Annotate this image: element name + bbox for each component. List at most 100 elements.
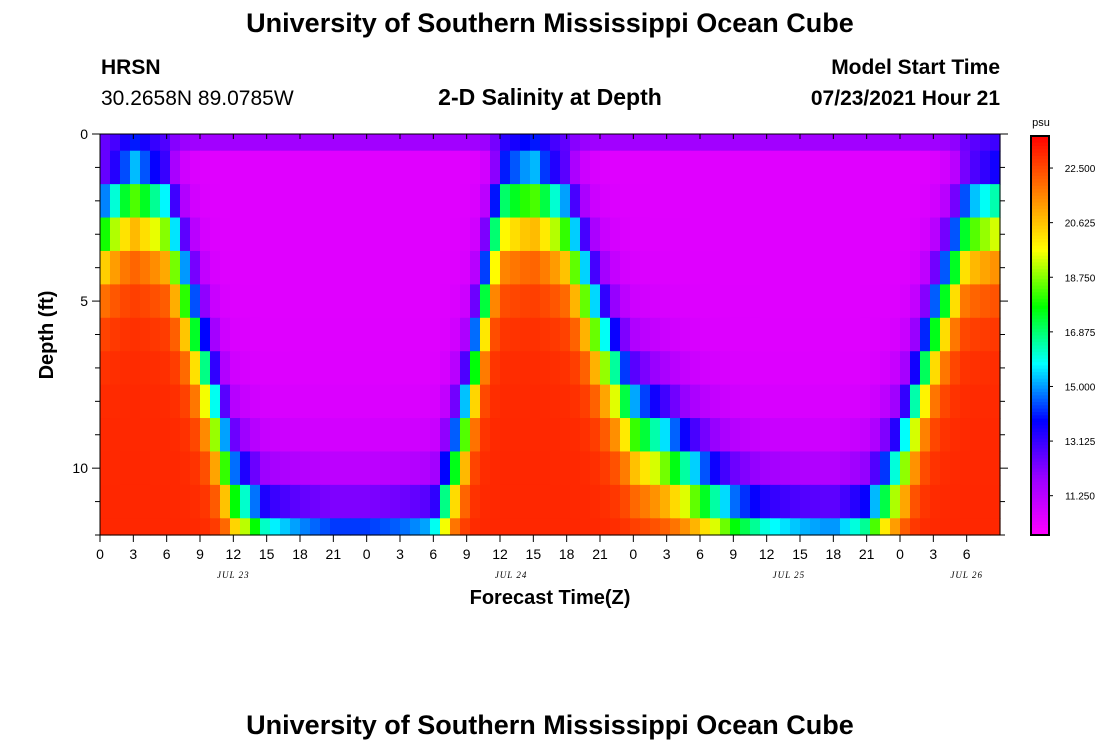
station-code: HRSN	[101, 56, 161, 79]
heatmap-cell	[530, 317, 541, 352]
heatmap-cell	[770, 250, 781, 285]
heatmap-cell	[610, 217, 621, 252]
heatmap-cell	[770, 351, 781, 386]
colorbar-segment	[1031, 485, 1049, 490]
heatmap-cell	[920, 384, 931, 419]
heatmap-cell	[250, 384, 261, 419]
heatmap-cell	[780, 484, 791, 519]
heatmap-cell	[940, 250, 951, 285]
heatmap-cell	[770, 484, 781, 519]
heatmap-cell	[640, 284, 651, 319]
heatmap-cell	[480, 384, 491, 419]
heatmap-cell	[660, 484, 671, 519]
heatmap-cell	[860, 384, 871, 419]
heatmap-cell	[520, 351, 531, 386]
heatmap-cell	[110, 134, 121, 152]
heatmap-cell	[530, 484, 541, 519]
heatmap-cell	[110, 351, 121, 386]
colorbar-segment	[1031, 202, 1049, 207]
heatmap-cell	[670, 250, 681, 285]
heatmap-cell	[210, 484, 221, 519]
heatmap-cell	[490, 451, 501, 486]
heatmap-cell	[770, 418, 781, 453]
heatmap-cell	[860, 518, 871, 536]
heatmap-cell	[180, 317, 191, 352]
heatmap-cell	[890, 451, 901, 486]
heatmap-cell	[760, 134, 771, 152]
heatmap-cell	[310, 484, 321, 519]
heatmap-cell	[690, 217, 701, 252]
heatmap-cell	[140, 451, 151, 486]
heatmap-cell	[730, 484, 741, 519]
heatmap-cell	[950, 250, 961, 285]
heatmap-cell	[100, 484, 111, 519]
heatmap-cell	[700, 484, 711, 519]
heatmap-cell	[980, 184, 991, 219]
heatmap-cell	[730, 384, 741, 419]
heatmap-cell	[650, 217, 661, 252]
heatmap-cell	[740, 250, 751, 285]
axes: 0 3 6 9 12 15 18 21 0 3 6 9 12 15 18 21 0 3 6 9 12 15 18 21 0 3 6 J…	[72, 126, 1008, 580]
heatmap-cell	[500, 134, 511, 152]
heatmap-cell	[320, 384, 331, 419]
heatmap-cell	[920, 351, 931, 386]
heatmap-cell	[480, 351, 491, 386]
heatmap-cell	[570, 217, 581, 252]
heatmap-cell	[360, 150, 371, 185]
x-tick-label: 0	[896, 546, 904, 562]
colorbar-segment	[1031, 325, 1049, 330]
heatmap-cell	[690, 484, 701, 519]
colorbar-tick-label: 22.500	[1065, 164, 1096, 175]
heatmap-cell	[600, 134, 611, 152]
colorbar-segment	[1031, 448, 1049, 453]
heatmap-cell	[120, 250, 131, 285]
heatmap-cell	[940, 451, 951, 486]
colorbar-segment	[1031, 435, 1049, 440]
heatmap-cell	[750, 217, 761, 252]
heatmap-cell	[740, 418, 751, 453]
colorbar-segment	[1031, 392, 1049, 396]
heatmap-cell	[970, 184, 981, 219]
heatmap-cell	[660, 317, 671, 352]
heatmap-cell	[790, 451, 801, 486]
heatmap-cell	[270, 184, 281, 219]
colorbar-segment	[1031, 348, 1049, 353]
heatmap-cell	[150, 250, 161, 285]
heatmap-cell	[810, 351, 821, 386]
heatmap-cell	[420, 284, 431, 319]
heatmap-cell	[540, 217, 551, 252]
heatmap-cell	[240, 484, 251, 519]
heatmap-cell	[100, 451, 111, 486]
heatmap-cell	[330, 518, 341, 536]
heatmap-cell	[100, 384, 111, 419]
heatmap-cell	[280, 250, 291, 285]
colorbar-segment	[1031, 318, 1049, 323]
heatmap-cell	[570, 250, 581, 285]
heatmap-cell	[160, 317, 171, 352]
heatmap-cell	[910, 134, 921, 152]
colorbar-segment	[1031, 408, 1049, 413]
heatmap-cell	[330, 484, 341, 519]
heatmap-cell	[950, 184, 961, 219]
x-tick-label: 21	[859, 546, 875, 562]
heatmap-cell	[620, 484, 631, 519]
heatmap-cell	[730, 518, 741, 536]
heatmap-cell	[640, 351, 651, 386]
heatmap-cell	[430, 184, 441, 219]
heatmap-cell	[810, 518, 821, 536]
heatmap-cell	[310, 351, 321, 386]
heatmap-cell	[670, 484, 681, 519]
heatmap-cell	[780, 134, 791, 152]
heatmap-cell	[850, 451, 861, 486]
heatmap-cell	[120, 317, 131, 352]
heatmap-cell	[570, 134, 581, 152]
heatmap-cell	[670, 317, 681, 352]
heatmap-cell	[160, 184, 171, 219]
heatmap-cell	[440, 518, 451, 536]
heatmap-cell	[580, 217, 591, 252]
heatmap-cell	[690, 451, 701, 486]
heatmap-cell	[900, 134, 911, 152]
x-tick-label: 3	[929, 546, 937, 562]
heatmap-cell	[930, 418, 941, 453]
heatmap-cell	[480, 134, 491, 152]
